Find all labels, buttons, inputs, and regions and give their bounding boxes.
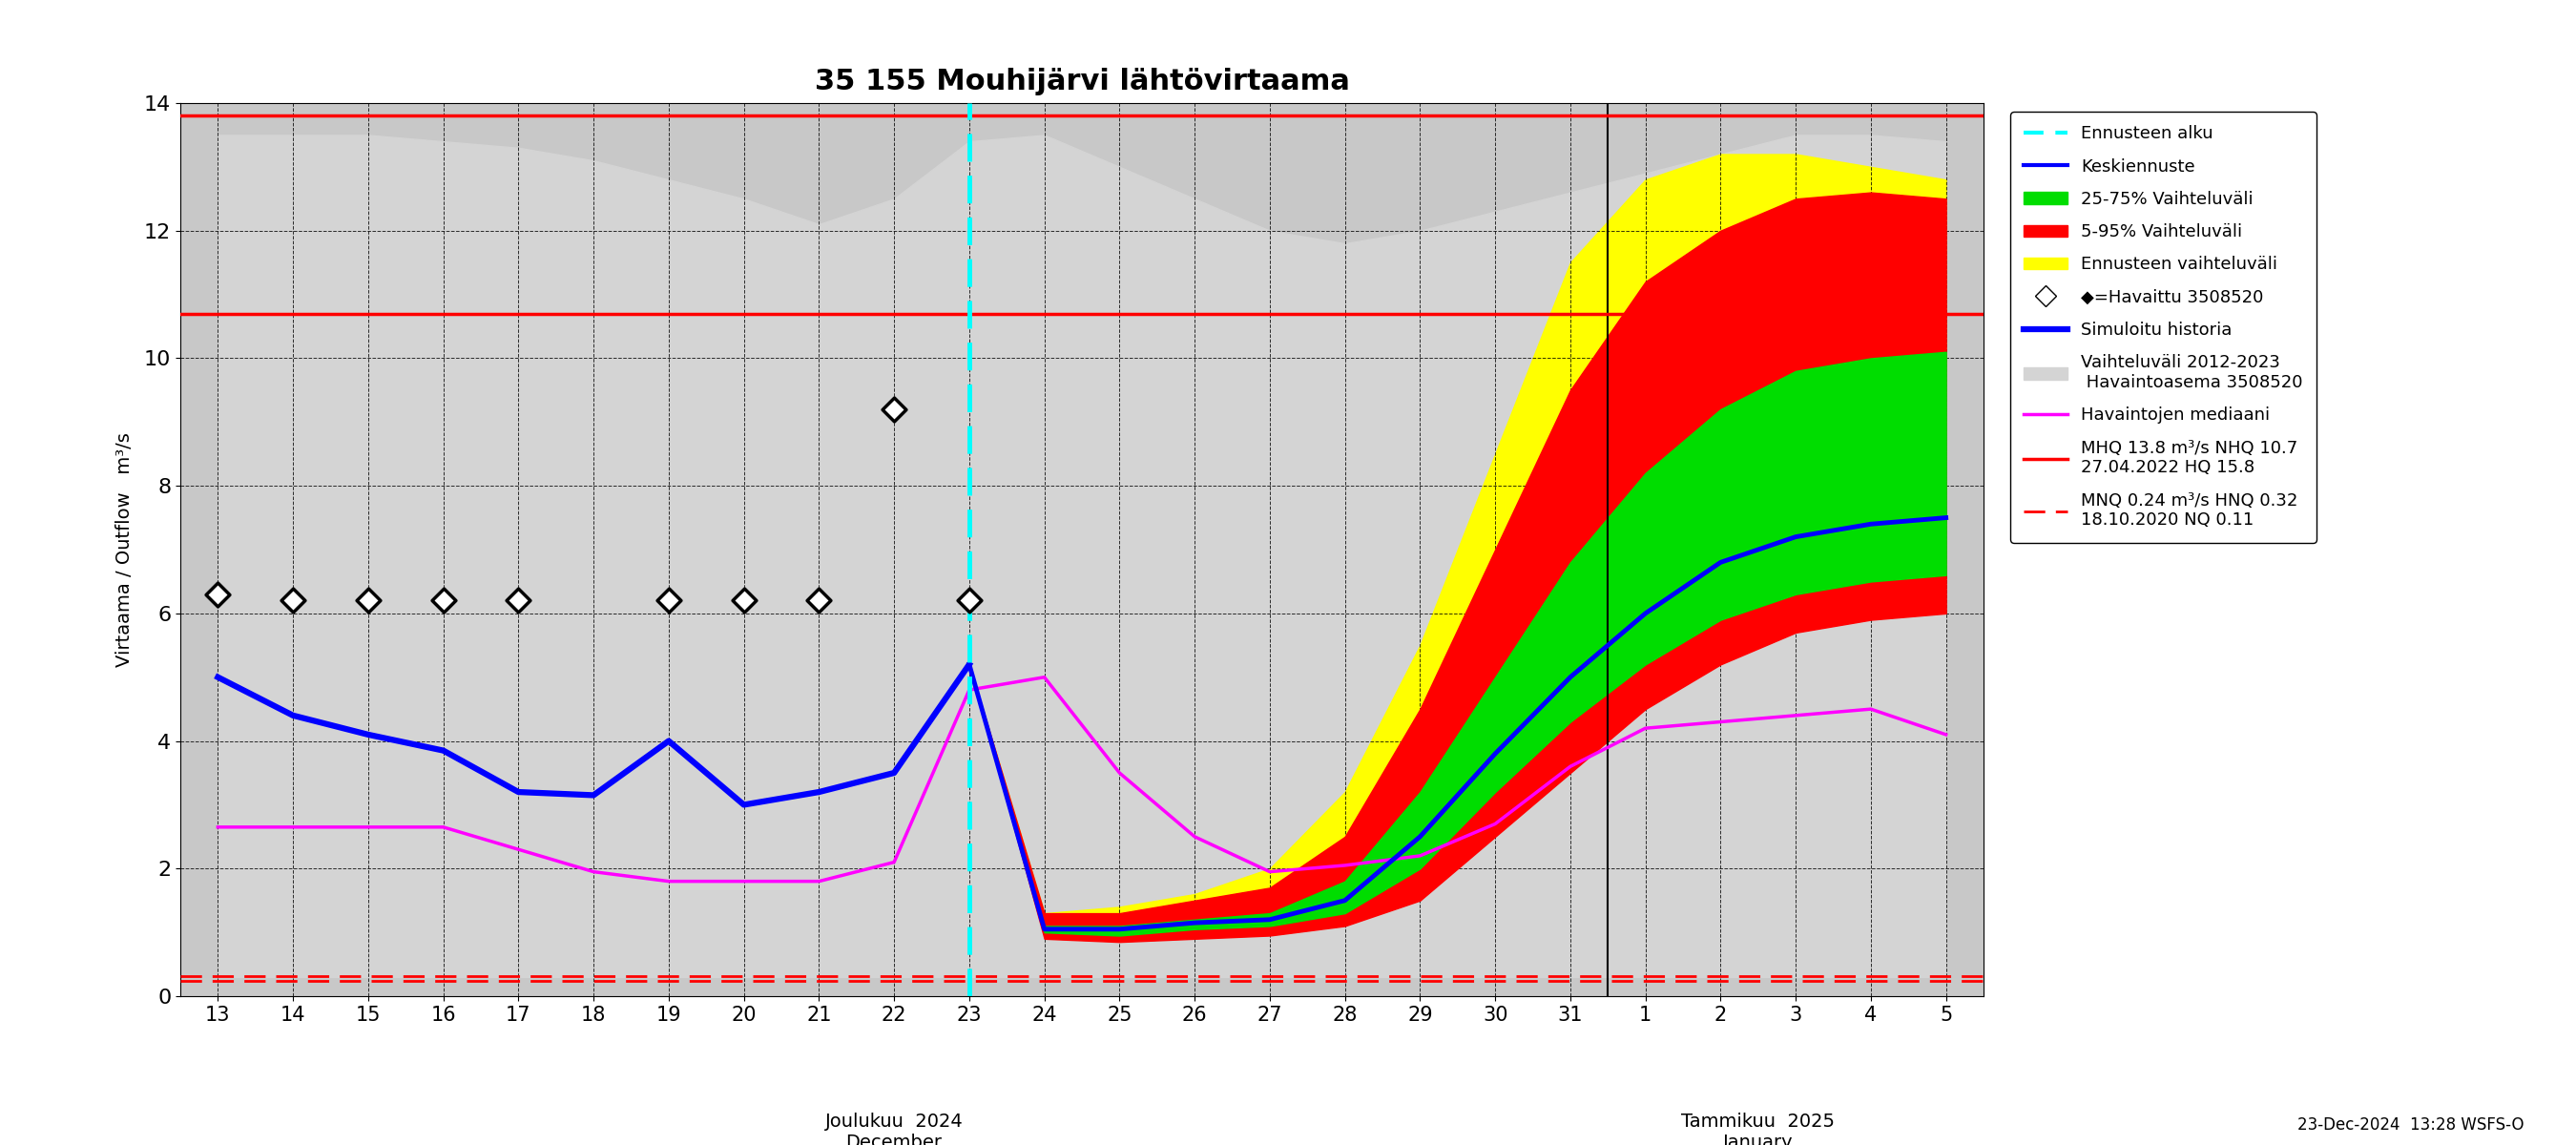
Point [422, 592, 464, 610]
Title: 35 155 Mouhijärvi lähtövirtaama: 35 155 Mouhijärvi lähtövirtaama [814, 68, 1350, 95]
Point [948, 592, 989, 610]
Point [273, 592, 314, 610]
Point [873, 400, 914, 418]
Y-axis label: Virtaama / Outflow   m³/s: Virtaama / Outflow m³/s [116, 433, 134, 666]
Legend: Ennusteen alku, Keskiennuste, 25-75% Vaihteluväli, 5-95% Vaihteluväli, Ennusteen: Ennusteen alku, Keskiennuste, 25-75% Vai… [2009, 112, 2316, 543]
Point [198, 585, 240, 603]
Point [497, 592, 538, 610]
Text: Tammikuu  2025
January: Tammikuu 2025 January [1682, 1112, 1834, 1145]
Point [649, 592, 690, 610]
Point [799, 592, 840, 610]
Point [724, 592, 765, 610]
Text: Joulukuu  2024
December: Joulukuu 2024 December [824, 1112, 963, 1145]
Point [348, 592, 389, 610]
Text: 23-Dec-2024  13:28 WSFS-O: 23-Dec-2024 13:28 WSFS-O [2298, 1116, 2524, 1134]
